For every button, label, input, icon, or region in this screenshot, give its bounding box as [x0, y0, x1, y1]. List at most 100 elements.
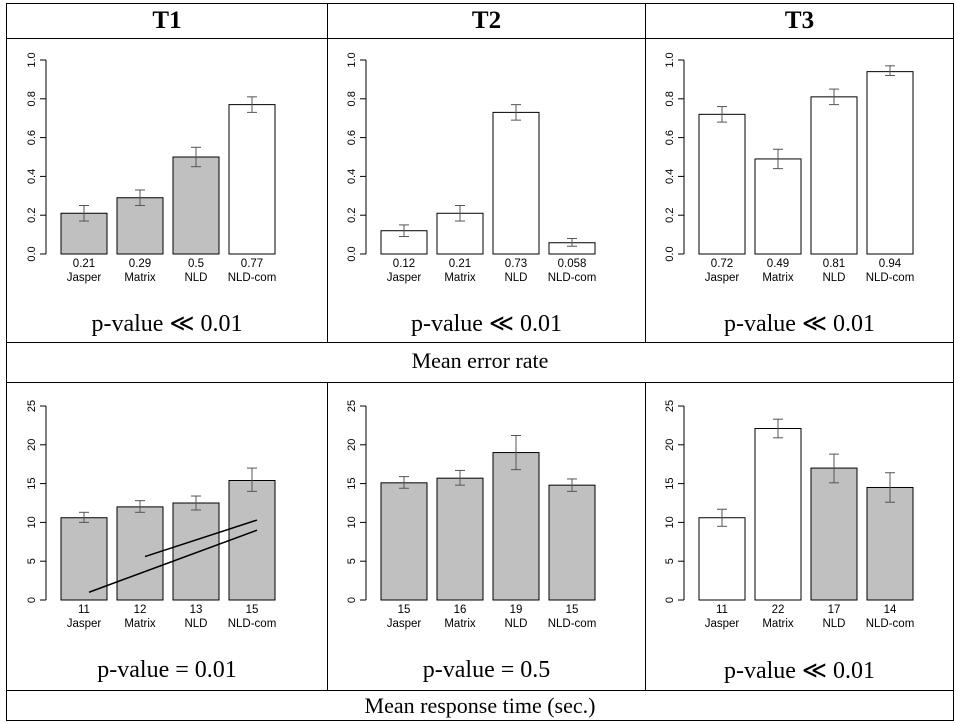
bar-jasper — [698, 113, 746, 255]
y-tick-label: 1.0 — [346, 52, 358, 67]
results-table: T1 T2 T3 p-value ≪ 0.01 p-value ≪ 0.01 p… — [6, 3, 954, 721]
y-tick-label: 0.0 — [346, 246, 358, 261]
chart-time-t1: 0 5 10 15 20 25 11 Jasper 12 Matrix 13 NLD 15 NLD-com — [26, 400, 277, 630]
y-tick-label: 15 — [346, 477, 358, 489]
section-label-response-time: Mean response time (sec.) — [364, 693, 596, 718]
value-label: 11 — [716, 604, 728, 616]
category-label: Jasper — [67, 272, 102, 284]
y-tick-label: 20 — [26, 439, 38, 451]
y-tick-label: 0 — [26, 597, 38, 603]
p-value-t2-error: p-value ≪ 0.01 — [410, 310, 563, 337]
category-label: NLD-com — [228, 618, 277, 630]
value-label: 17 — [828, 604, 841, 616]
category-label: Jasper — [67, 618, 102, 630]
column-header-t2: T2 — [471, 7, 502, 34]
bar-jasper — [380, 482, 428, 601]
bar-nld — [492, 452, 540, 601]
bar-nld-com — [866, 71, 914, 255]
p-value-t3-time: p-value ≪ 0.01 — [723, 657, 876, 684]
p-value-t2-time: p-value = 0.5 — [422, 656, 551, 683]
y-tick-label: 0 — [346, 597, 358, 603]
value-label: 0.77 — [241, 258, 263, 270]
chart-error-t1: 0.0 0.2 0.4 0.6 0.8 1.0 0.21 Jasper 0.29 Matrix 0.… — [26, 52, 277, 284]
bar-nld-com — [228, 479, 276, 601]
y-tick-label: 5 — [664, 558, 676, 564]
row1-bottom-rule — [7, 342, 953, 343]
col-divider-1 — [327, 4, 328, 342]
value-label: 12 — [134, 604, 147, 616]
bar-nld-com — [228, 104, 276, 255]
bar-nld — [810, 96, 858, 255]
header-rule — [7, 38, 953, 39]
y-tick-label: 10 — [26, 516, 38, 528]
value-label: 0.49 — [767, 258, 789, 270]
category-label: Matrix — [444, 618, 476, 630]
bar-nld-com — [548, 484, 596, 601]
y-tick-label: 0.8 — [26, 91, 38, 106]
category-label: Matrix — [762, 272, 794, 284]
value-label: 16 — [454, 604, 467, 616]
y-tick-label: 15 — [26, 477, 38, 489]
value-label: 0.12 — [393, 258, 415, 270]
value-label: 13 — [190, 604, 203, 616]
value-label: 0.29 — [129, 258, 151, 270]
category-label: NLD — [822, 272, 845, 284]
y-tick-label: 0.4 — [346, 169, 358, 184]
bar-matrix — [116, 197, 164, 255]
value-label: 0.21 — [449, 258, 471, 270]
y-tick-label: 0.2 — [664, 208, 676, 223]
p-value-t1-error: p-value ≪ 0.01 — [91, 310, 243, 337]
value-label: 0.94 — [879, 258, 902, 270]
y-tick-label: 10 — [346, 516, 358, 528]
y-tick-label: 1.0 — [26, 52, 38, 67]
bar-matrix — [754, 428, 802, 601]
section1-bottom-rule — [7, 382, 953, 383]
value-label: 11 — [78, 604, 90, 616]
value-label: 15 — [246, 604, 259, 616]
category-label: Matrix — [124, 272, 156, 284]
chart-error-t3: 0.0 0.2 0.4 0.6 0.8 1.0 0.72 Jasper 0.49 Matrix 0.… — [664, 52, 915, 284]
category-label: Jasper — [705, 618, 740, 630]
value-label: 0.73 — [505, 258, 527, 270]
y-tick-label: 0.6 — [26, 130, 38, 145]
y-tick-label: 25 — [346, 400, 358, 412]
category-label: NLD-com — [548, 618, 597, 630]
bar-matrix — [754, 158, 802, 255]
category-label: NLD — [184, 618, 207, 630]
row2-bottom-rule — [7, 690, 953, 691]
category-label: NLD-com — [228, 272, 277, 284]
bar-nld — [172, 502, 220, 601]
column-header-t1: T1 — [152, 7, 182, 34]
p-value-t1-time: p-value = 0.01 — [97, 656, 237, 683]
bar-jasper — [698, 517, 746, 601]
y-tick-label: 0.4 — [26, 169, 38, 184]
y-tick-label: 15 — [664, 477, 676, 489]
trend-line — [88, 529, 258, 593]
category-label: Matrix — [124, 618, 156, 630]
y-tick-label: 0.0 — [26, 246, 38, 261]
value-label: 15 — [398, 604, 411, 616]
y-tick-label: 0.2 — [26, 208, 38, 223]
category-label: Jasper — [705, 272, 740, 284]
bar-matrix — [436, 477, 484, 601]
category-label: NLD-com — [866, 272, 915, 284]
value-label: 15 — [566, 604, 579, 616]
y-tick-label: 20 — [664, 439, 676, 451]
category-label: NLD — [822, 618, 845, 630]
bar-nld — [810, 467, 858, 601]
y-tick-label: 0.4 — [664, 169, 676, 184]
value-label: 0.72 — [711, 258, 733, 270]
chart-time-t3: 0 5 10 15 20 25 11 Jasper 22 Matrix 17 NLD 14 NLD-com — [664, 400, 915, 630]
category-label: NLD-com — [866, 618, 915, 630]
bar-nld-com — [866, 486, 914, 601]
trend-line — [144, 519, 258, 558]
y-tick-label: 25 — [26, 400, 38, 412]
section-label-error-rate: Mean error rate — [411, 348, 549, 373]
value-label: 0.058 — [558, 258, 587, 270]
category-label: NLD — [504, 272, 527, 284]
y-tick-label: 25 — [664, 400, 676, 412]
y-tick-label: 5 — [26, 558, 38, 564]
value-label: 19 — [510, 604, 523, 616]
bar-nld — [492, 111, 540, 255]
category-label: Matrix — [444, 272, 476, 284]
